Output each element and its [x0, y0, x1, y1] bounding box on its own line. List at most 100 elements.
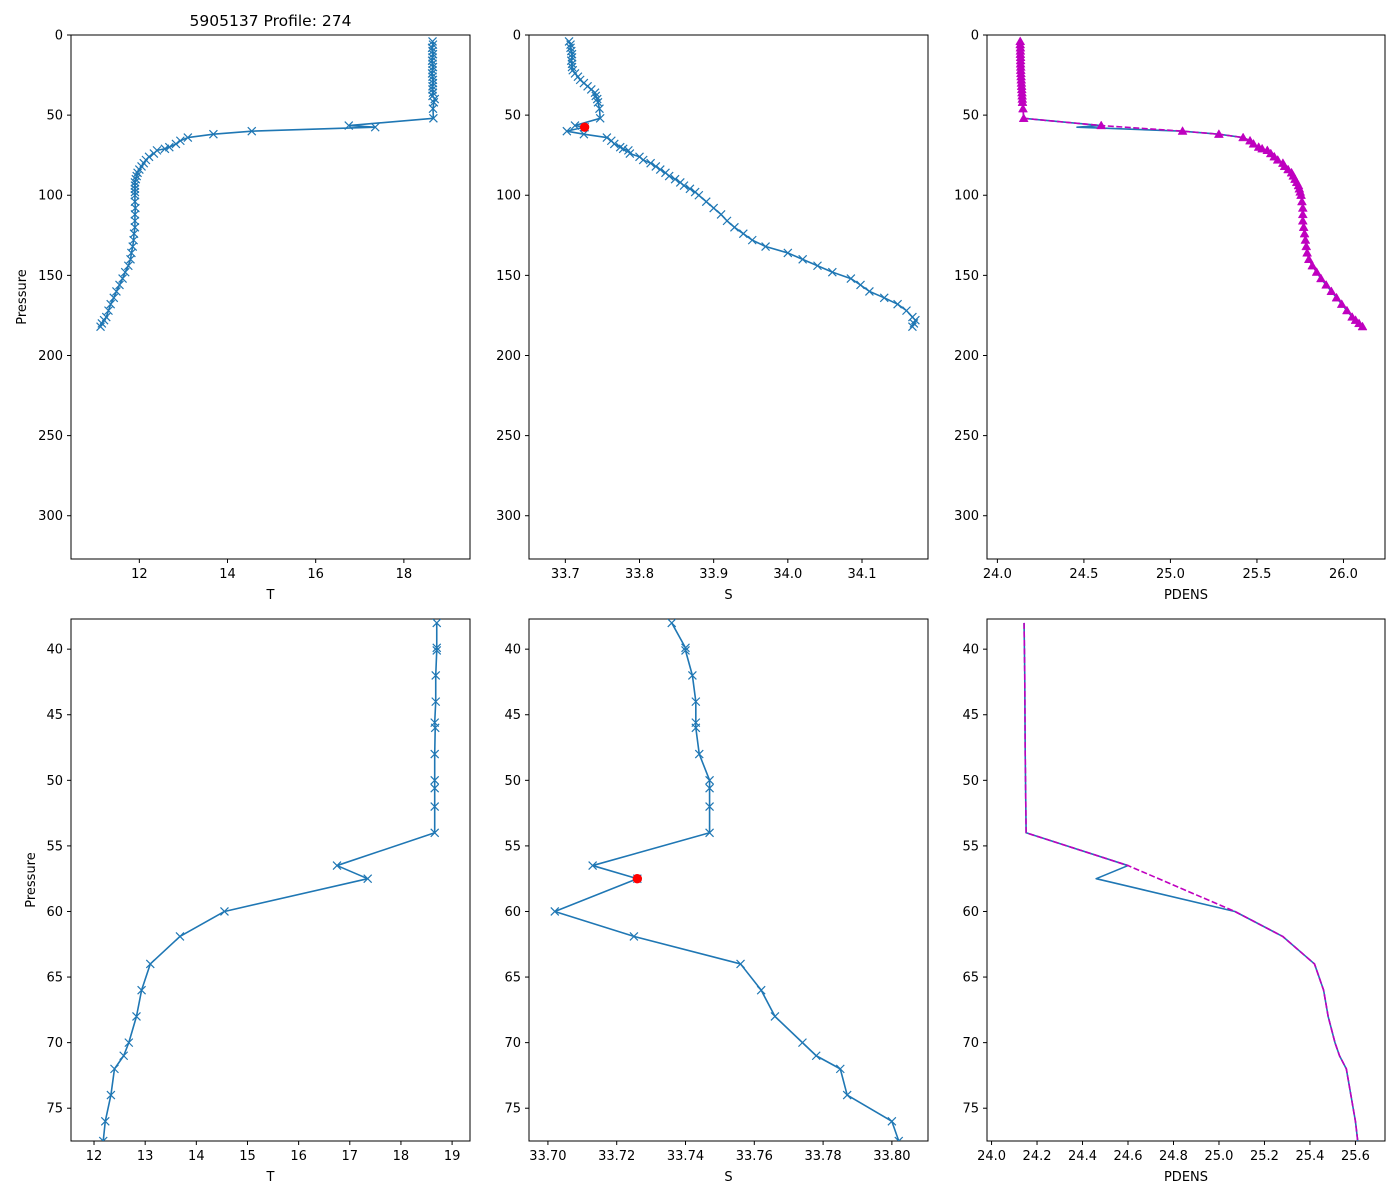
data-point-pdens-markers [1096, 120, 1107, 130]
data-point-t [145, 959, 155, 969]
data-point-t [428, 104, 438, 114]
x-tick-label: 33.8 [625, 567, 654, 582]
chart-panel-2: 33.7 33.8 33.9 34.0 34.1 0 50 100 150 200 250 300 S [496, 29, 929, 603]
y-tick-label: 0 [513, 29, 521, 44]
data-point-t [431, 670, 441, 680]
x-tick-label: 16 [290, 1149, 307, 1164]
data-point-s [705, 828, 715, 838]
plot-area [550, 619, 904, 1141]
data-point-s [811, 1051, 821, 1061]
data-point-t [428, 59, 437, 69]
data-point-t [130, 184, 140, 194]
data-point-t [430, 749, 440, 759]
data-point-t [208, 129, 218, 139]
y-tick-label: 75 [962, 1102, 979, 1117]
chart-title: 5905137 Profile: 274 [190, 12, 352, 30]
data-point-s [567, 53, 577, 62]
data-point-t [183, 133, 193, 142]
x-axis-label: T [266, 1170, 275, 1185]
data-point-s [691, 697, 701, 707]
data-point-t [430, 828, 440, 838]
chart-panel-1: 12 14 16 18 0 50 100 150 200 250 300 T Pressure 59051… [15, 12, 471, 603]
data-point-pdens-markers [1311, 267, 1322, 276]
x-tick-label: 33.70 [529, 1149, 566, 1164]
y-tick-label: 50 [504, 109, 521, 124]
data-point-s [827, 267, 837, 277]
data-point-s [738, 229, 748, 239]
data-point-t [130, 190, 140, 200]
x-tick-label: 26.0 [1329, 567, 1358, 582]
x-tick-label: 33.80 [873, 1149, 910, 1164]
data-point-s [609, 139, 619, 149]
data-point-pdens-markers [1331, 292, 1342, 302]
data-point-pdens-markers [1303, 254, 1314, 263]
axes-frame [70, 34, 471, 560]
x-tick-label: 14 [188, 1149, 205, 1164]
data-point-s [813, 261, 822, 271]
plot-area [562, 36, 920, 332]
data-point-s [705, 802, 715, 811]
data-point-t [100, 1116, 110, 1126]
data-point-s [893, 299, 903, 309]
x-tick-label: 12 [86, 1149, 103, 1164]
x-tick-label: 24.0 [977, 1149, 1006, 1164]
data-point-t [106, 299, 116, 309]
data-point-s [709, 203, 719, 213]
y-tick-label: 200 [496, 349, 521, 364]
data-point-s [894, 1136, 904, 1141]
y-tick-label: 50 [962, 109, 979, 124]
data-point-s [651, 161, 661, 171]
data-point-pdens-markers [1018, 113, 1029, 122]
x-tick-label: 33.7 [551, 567, 580, 582]
data-point-t [110, 1064, 119, 1074]
x-tick-label: 25.2 [1250, 1149, 1279, 1164]
data-point-s [856, 280, 865, 290]
x-tick-label: 34.1 [848, 567, 877, 582]
data-point-t [130, 210, 140, 219]
data-point-t [124, 1038, 134, 1048]
data-point-s [864, 286, 874, 296]
y-tick-label: 60 [962, 905, 979, 920]
data-point-s [625, 149, 635, 159]
y-tick-label: 70 [504, 1036, 521, 1051]
y-tick-label: 60 [504, 905, 521, 920]
y-tick-label: 70 [46, 1036, 63, 1051]
data-point-pdens-markers [1018, 103, 1028, 113]
data-point-t [98, 1136, 108, 1141]
data-point-t [370, 122, 380, 132]
x-tick-label: 24.0 [983, 567, 1012, 582]
y-tick-label: 75 [504, 1102, 521, 1117]
x-tick-label: 33.9 [699, 567, 728, 582]
data-point-s [685, 184, 695, 194]
x-axis-label: S [724, 588, 732, 603]
data-point-t [104, 306, 113, 316]
x-axis-label: PDENS [1164, 1170, 1208, 1185]
data-point-t [332, 861, 342, 870]
data-point-t [428, 88, 438, 98]
data-point-pdens-markers [1316, 273, 1326, 283]
data-point-t [430, 775, 440, 785]
data-point-t [130, 216, 140, 226]
chart-panel-3: 24.0 24.5 25.0 25.5 26.0 0 50 100 150 200 250 300 PD… [954, 29, 1386, 603]
data-point-s [664, 171, 674, 181]
plot-area [98, 619, 442, 1141]
data-point-t [430, 783, 440, 793]
data-point-t [111, 286, 121, 296]
y-tick-label: 300 [496, 509, 521, 524]
x-tick-label: 17 [342, 1149, 359, 1164]
plot-area [96, 36, 440, 332]
x-axis-label: PDENS [1164, 588, 1208, 603]
data-point-s [756, 985, 766, 995]
data-point-s [736, 959, 745, 969]
chart-panel-4: 12 13 14 15 16 17 18 19 40 45 50 55 60 65 70 75 T Pressur… [24, 618, 471, 1185]
data-point-pdens-markers [1302, 247, 1313, 257]
data-point-t [120, 267, 130, 277]
data-point-t [123, 261, 133, 271]
data-point-flagged [579, 122, 590, 132]
data-point-pdens-markers [1213, 129, 1224, 138]
y-tick-label: 300 [38, 509, 63, 524]
data-point-s [595, 113, 605, 123]
data-point-t [428, 65, 437, 75]
data-point-pdens-markers [1307, 260, 1318, 270]
chart-panel-5: 33.70 33.72 33.74 33.76 33.78 33.80 40 45 50 55 60… [504, 618, 929, 1185]
